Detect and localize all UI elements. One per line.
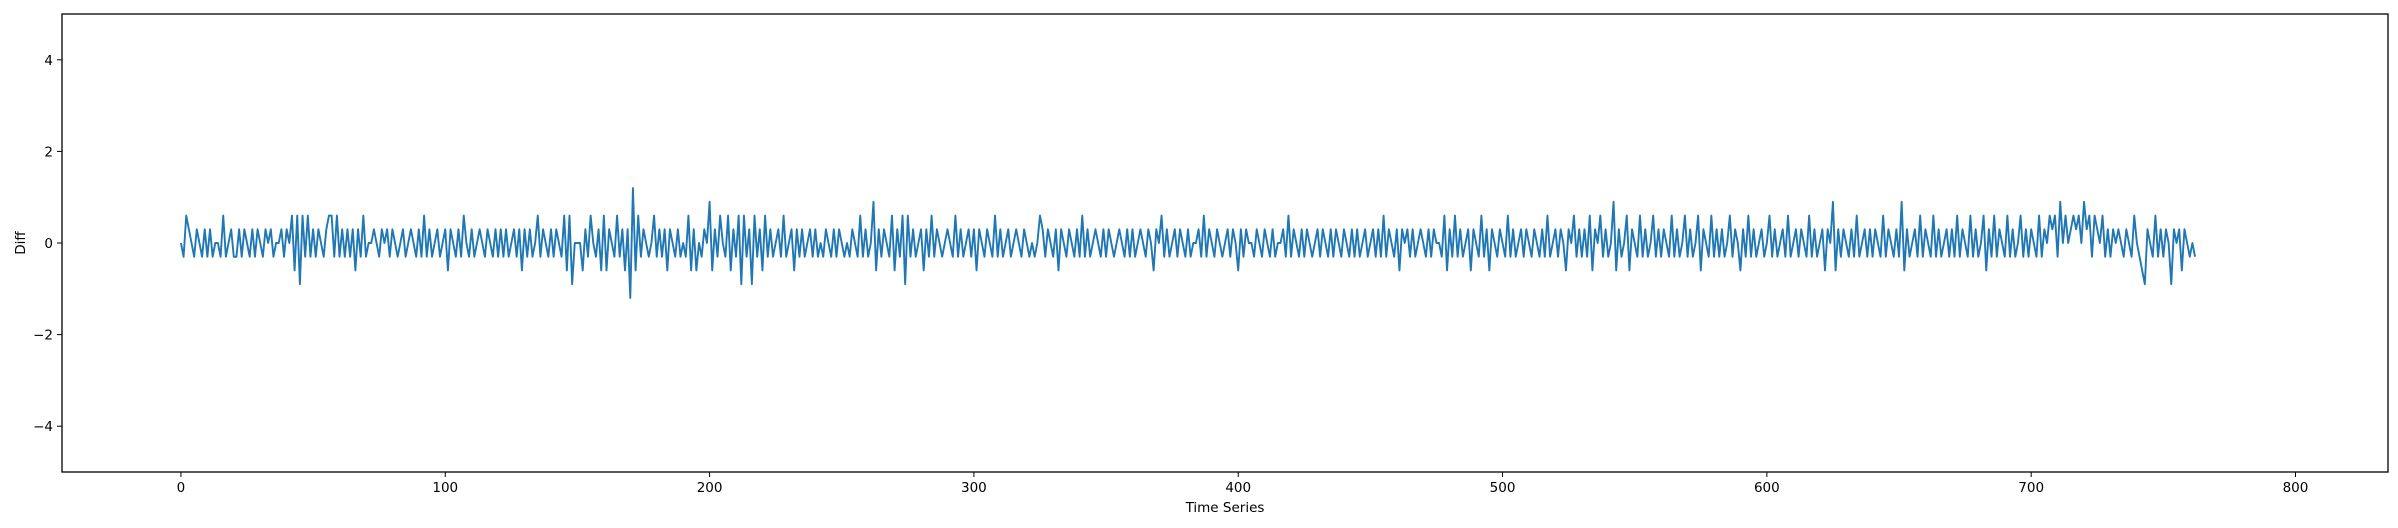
y-tick-label: 0 <box>44 236 53 252</box>
x-axis-label: Time Series <box>1185 500 1265 516</box>
x-tick-label: 500 <box>1490 480 1516 496</box>
series-line <box>180 187 2196 299</box>
x-tick-label: 700 <box>2018 480 2044 496</box>
x-tick-label: 100 <box>432 480 458 496</box>
x-tick-label: 200 <box>697 480 723 496</box>
y-axis: −4 −2 0 2 4 <box>33 53 62 435</box>
y-tick-label: −2 <box>33 328 53 344</box>
x-tick-label: 600 <box>1754 480 1780 496</box>
y-tick-label: 2 <box>44 144 53 160</box>
y-tick-label: 4 <box>44 53 53 69</box>
x-tick-label: 0 <box>177 480 186 496</box>
x-axis: 0 100 200 300 400 500 600 700 800 <box>177 472 2309 496</box>
x-tick-label: 800 <box>2283 480 2309 496</box>
series-layer <box>180 187 2196 299</box>
plot-area <box>61 13 2389 473</box>
y-tick-label: −4 <box>33 419 53 435</box>
y-axis-label: Diff <box>13 231 29 255</box>
x-tick-label: 400 <box>1225 480 1251 496</box>
x-tick-label: 300 <box>961 480 987 496</box>
